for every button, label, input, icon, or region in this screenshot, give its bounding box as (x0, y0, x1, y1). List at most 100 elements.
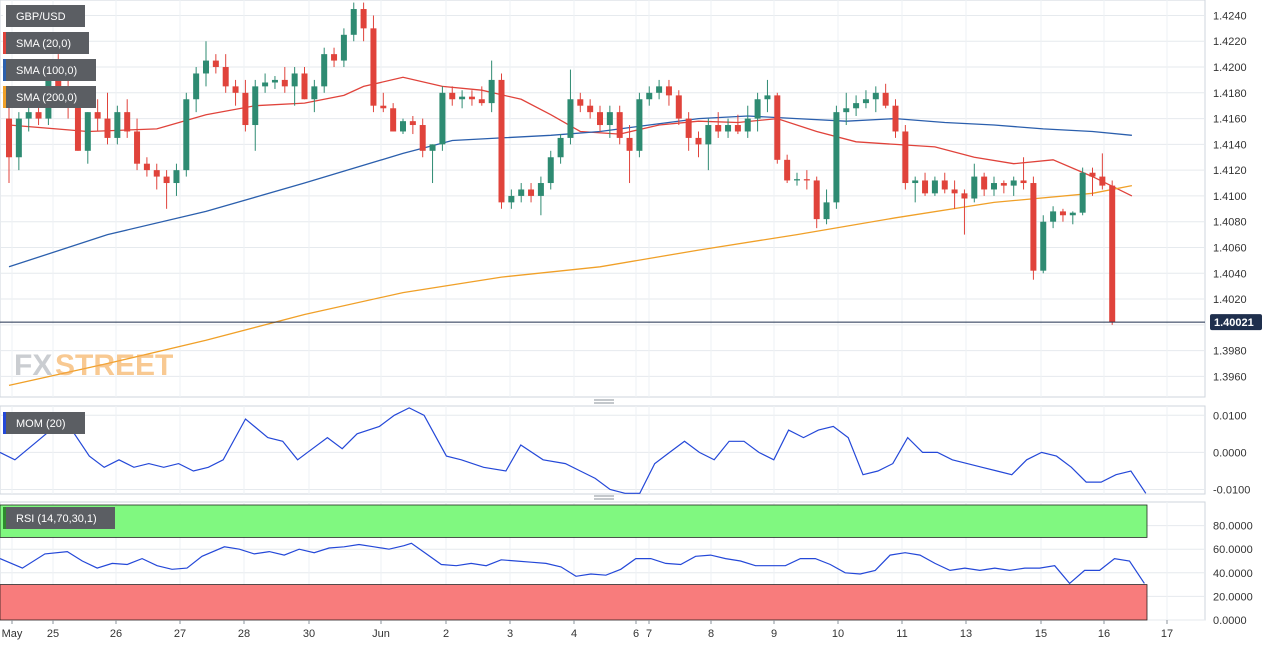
candle-body (242, 92, 249, 126)
candle-body (803, 179, 810, 181)
candle-body (665, 86, 672, 96)
price-panel-frame (0, 0, 1206, 398)
time-tick-label: 25 (47, 628, 59, 640)
candle-body (1040, 221, 1047, 271)
candle-body (961, 193, 968, 199)
candle-body (843, 108, 850, 113)
legend-sma100[interactable]: SMA (100,0) (3, 59, 96, 81)
candle (537, 176, 544, 216)
candle-body (84, 112, 91, 151)
candle-body (331, 54, 338, 61)
candle-body (744, 118, 751, 132)
candle-body (941, 180, 948, 190)
candle (153, 163, 160, 190)
candle (971, 163, 978, 203)
price-tick-label: 1.4020 (1213, 294, 1247, 306)
legend-sma20[interactable]: SMA (20,0) (3, 32, 89, 54)
candle-body (784, 159, 791, 181)
sma-line-2 (8, 184, 1133, 387)
candle (331, 47, 338, 68)
time-tick-label: 13 (960, 628, 972, 640)
candle-body (173, 170, 180, 184)
candle (104, 92, 111, 145)
time-tick-label: 4 (571, 628, 577, 640)
candle-body (705, 125, 712, 145)
candle-body (695, 137, 702, 145)
candle-body (183, 99, 190, 171)
candle-body (1000, 183, 1007, 186)
legend-gbpusd[interactable]: GBP/USD (3, 5, 85, 27)
pane-splitter-2[interactable] (594, 495, 614, 500)
legend-sma200-label: SMA (200,0) (16, 92, 77, 104)
legend-gbpusd-label: GBP/USD (16, 11, 66, 23)
legend-mom[interactable]: MOM (20) (3, 412, 85, 434)
candle (1010, 176, 1017, 196)
candle (892, 99, 899, 138)
candle-body (1089, 172, 1096, 177)
candle (1089, 167, 1096, 196)
candle (370, 15, 377, 113)
candle-body (35, 112, 42, 119)
candle-body (577, 99, 584, 106)
candle-body (281, 79, 288, 87)
candle-body (813, 180, 820, 220)
candle-body (1079, 172, 1086, 213)
candle (1000, 180, 1007, 194)
pane-splitter-1[interactable] (594, 399, 614, 404)
candle-body (6, 118, 12, 158)
candle (291, 67, 298, 106)
candle-body (439, 92, 446, 145)
time-tick-label: 11 (896, 628, 907, 640)
candle (400, 118, 406, 135)
candle-body (153, 170, 160, 177)
candle (862, 90, 869, 109)
candle (597, 105, 603, 132)
candle-body (557, 137, 564, 158)
candle (124, 99, 131, 138)
candle (695, 131, 702, 158)
candle-body (892, 105, 899, 132)
candle-body (163, 176, 170, 184)
legend-sma200[interactable]: SMA (200,0) (3, 86, 96, 108)
time-tick-label: 3 (507, 628, 513, 640)
candle-body (685, 118, 692, 138)
candle (1040, 215, 1047, 274)
time-tick-label: May (2, 628, 23, 640)
candle-body (981, 176, 988, 190)
momentum-panel-frame (0, 405, 1206, 495)
candle-body (311, 86, 318, 100)
candle (606, 105, 613, 138)
candle (15, 112, 22, 171)
candle-body (754, 99, 761, 119)
candle-body (567, 99, 574, 138)
rsi-tick-label: 0.0000 (1213, 615, 1247, 627)
candle-body (528, 189, 535, 196)
candle-body (882, 92, 889, 106)
candle (872, 86, 879, 113)
time-tick-label: 28 (238, 628, 250, 640)
rsi-tick-label: 60.0000 (1213, 544, 1253, 556)
candle-body (74, 105, 81, 151)
candle-body (1059, 211, 1066, 216)
candle-body (1099, 176, 1106, 186)
candle-body (212, 60, 219, 68)
candle (409, 116, 416, 135)
candle-body (459, 96, 466, 100)
candle-body (232, 86, 239, 93)
candle (626, 125, 633, 184)
candle (449, 86, 456, 106)
candle (222, 54, 229, 93)
candle (961, 189, 968, 235)
legend-rsi[interactable]: RSI (14,70,30,1) (3, 507, 115, 529)
candle (114, 105, 121, 145)
candle-body (931, 180, 938, 194)
candle (1099, 153, 1106, 190)
time-axis: May 25 26 27 28 30 Jun 2 3 4 6 7 8 9 10 11 13 15 16 17 (2, 620, 1173, 640)
candle (823, 189, 830, 225)
candle (705, 118, 712, 171)
time-gridlines (11, 0, 1168, 397)
candle (143, 157, 150, 177)
time-tick-label: 30 (303, 628, 315, 640)
candle (794, 172, 800, 186)
